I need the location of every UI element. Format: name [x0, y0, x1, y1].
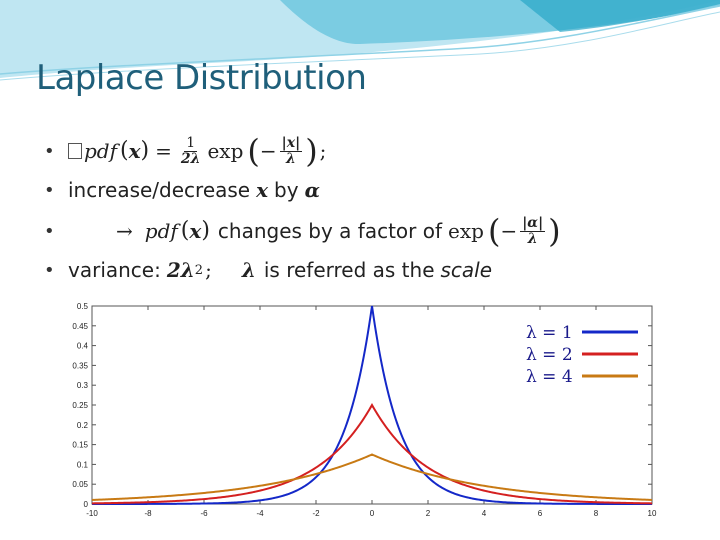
fraction-abs-alpha-over-lambda: |α| λ: [520, 214, 546, 247]
y-tick-label: 0.35: [72, 361, 88, 370]
x-tick-label: 2: [426, 509, 431, 518]
legend-label: λ = 1: [526, 323, 573, 343]
bullet-variance: • variance: 2λ 2 ; λ is referred as the …: [44, 253, 492, 287]
big-paren-close: ): [548, 212, 561, 250]
x-tick-label: -2: [312, 509, 320, 518]
variable-lambda: λ: [241, 258, 256, 282]
bullet-factor: • → pdf ( x ) changes by a factor of exp…: [44, 214, 561, 248]
x-tick-label: 0: [370, 509, 375, 518]
series-lines: [91, 305, 653, 505]
x-tick-label: -6: [200, 509, 208, 518]
missing-glyph-box: [68, 143, 82, 159]
y-tick-label: 0.4: [77, 342, 89, 351]
big-paren-close: ): [305, 132, 318, 170]
bullet-text: increase/decrease: [68, 178, 251, 202]
y-tick-label: 0.45: [72, 322, 88, 331]
exp-function: exp: [207, 139, 244, 163]
arrow-icon: →: [116, 219, 133, 243]
bullet-text: is referred as the: [263, 258, 435, 282]
x-tick-label: 10: [648, 509, 657, 518]
y-tick-label: 0.3: [77, 381, 89, 390]
equals-sign: =: [155, 139, 172, 163]
x-tick-label: -8: [144, 509, 152, 518]
variance-exponent: 2: [194, 262, 204, 278]
x-tick-label: 4: [482, 509, 487, 518]
bullet-text: by: [274, 178, 299, 202]
exp-function: exp: [448, 219, 484, 243]
paren-open: (: [120, 138, 129, 163]
series-line-lambda-2: [91, 402, 653, 505]
big-paren-open: (: [247, 132, 260, 170]
bullet-text: changes by a factor of: [217, 219, 443, 243]
legend-label: λ = 2: [526, 345, 573, 365]
fraction-abs-x-over-lambda: |x| λ: [279, 134, 303, 167]
paren-close: ): [140, 138, 150, 163]
laplace-pdf-chart: 0 0.05 0.1 0.15 0.2 0.25 0.3 0.35 0.4 0.45 0.5 -10…: [72, 302, 657, 518]
bullet-pdf-formula: • pdf ( x ) = 1 2λ exp ( − |x| λ ) ;: [44, 134, 326, 168]
minus-sign: −: [259, 139, 277, 163]
variable-alpha: α: [304, 178, 320, 202]
x-tick-label: -4: [256, 509, 264, 518]
fraction-one-over-two-lambda: 1 2λ: [180, 134, 201, 167]
y-tick-label: 0: [84, 500, 89, 509]
fraction-denominator: 2λ: [180, 150, 201, 167]
variance-label: variance:: [68, 258, 161, 282]
bullet-marker: •: [44, 220, 55, 242]
fraction-denominator: λ: [527, 230, 538, 247]
bullet-marker: •: [44, 259, 55, 281]
bullet-marker: •: [44, 140, 55, 162]
y-tick-label: 0.1: [77, 460, 89, 469]
series-line-lambda-4: [91, 453, 653, 501]
y-tick-label: 0.25: [72, 401, 88, 410]
paren-close: ): [201, 218, 210, 243]
fraction-denominator: λ: [286, 150, 296, 167]
fraction-numerator: 1: [184, 134, 198, 152]
variable-x: x: [256, 178, 269, 202]
header-wave-decoration: [0, 0, 720, 81]
slide-title: Laplace Distribution: [36, 58, 367, 98]
semicolon: ;: [319, 139, 327, 163]
chart-legend: λ = 1λ = 2λ = 4: [526, 323, 638, 387]
x-tick-label: 6: [538, 509, 543, 518]
x-tick-label: -10: [86, 509, 98, 518]
bullet-marker: •: [44, 179, 55, 201]
paren-open: (: [180, 218, 190, 243]
minus-sign: −: [500, 219, 518, 243]
y-tick-label: 0.2: [77, 421, 89, 430]
x-tick-label: 8: [594, 509, 599, 518]
pdf-label: pdf: [84, 139, 118, 163]
y-tick-label: 0.5: [77, 302, 89, 311]
semicolon: ;: [205, 258, 212, 282]
series-line-lambda-1: [92, 305, 652, 505]
variable-x: x: [189, 219, 202, 243]
y-tick-label: 0.05: [72, 480, 88, 489]
variable-x: x: [128, 139, 141, 163]
fraction-numerator: |x|: [279, 134, 303, 152]
y-tick-label: 0.15: [72, 441, 88, 450]
legend-label: λ = 4: [526, 367, 573, 387]
fraction-numerator: |α|: [520, 214, 546, 232]
bullet-increase-decrease: • increase/decrease x by α: [44, 173, 320, 207]
scale-word: scale: [440, 258, 493, 282]
big-paren-open: (: [487, 212, 501, 250]
pdf-label: pdf: [144, 219, 178, 243]
variance-value: 2λ: [166, 258, 195, 282]
